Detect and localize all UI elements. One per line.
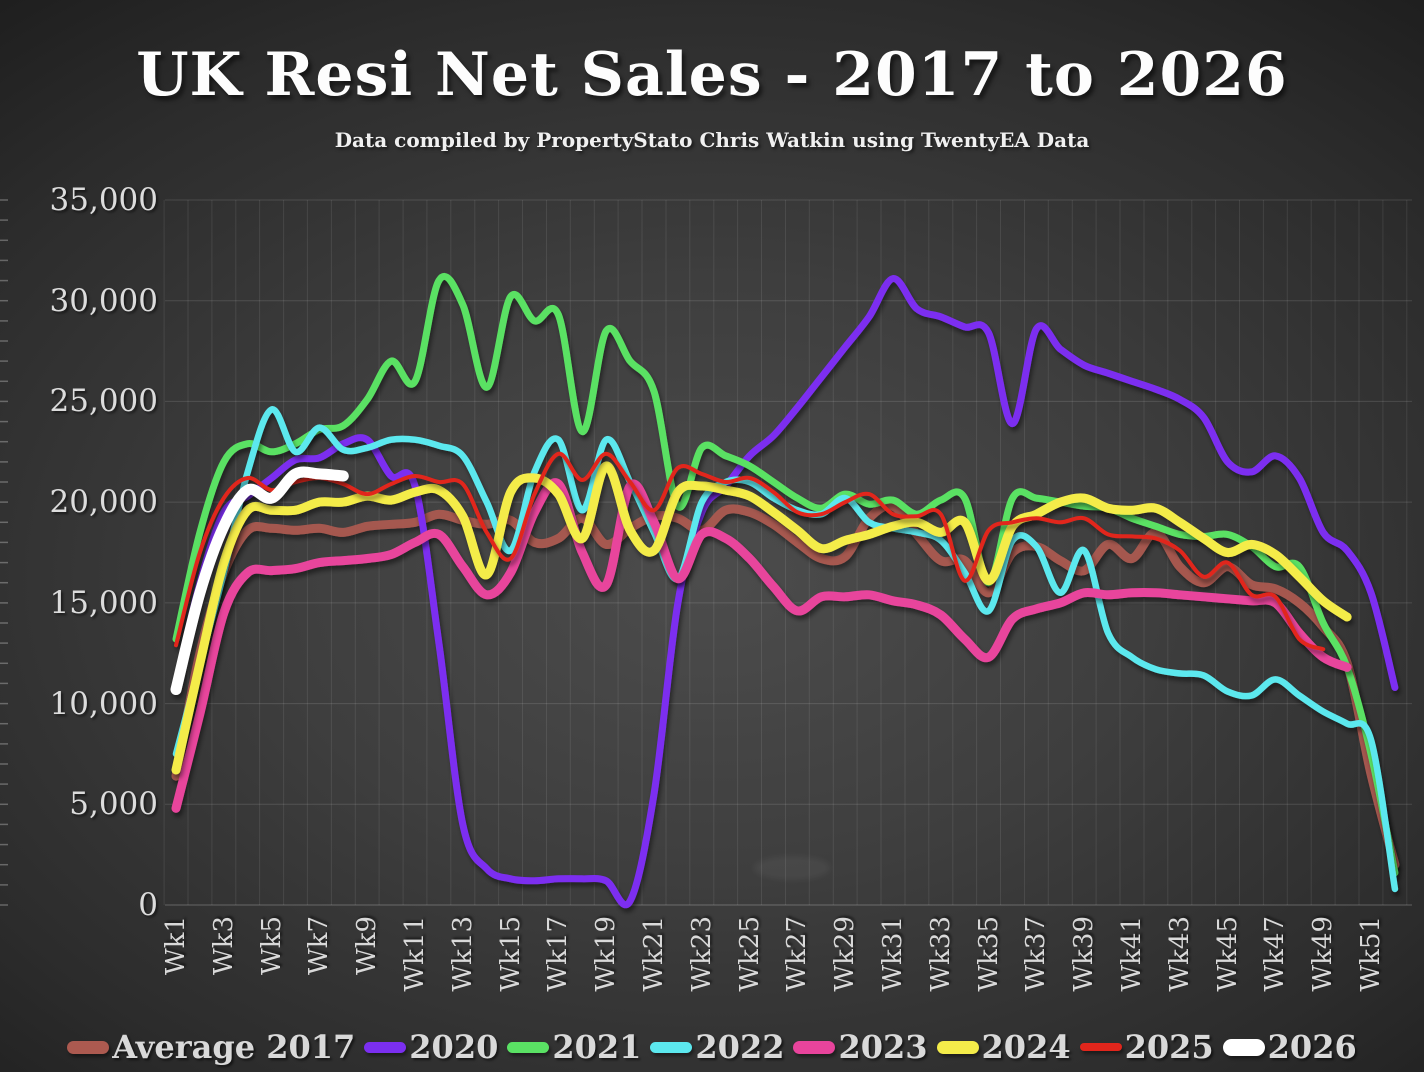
x-tick-label: Wk33 [925, 916, 956, 1036]
y-tick-label: 30,000 [49, 282, 158, 319]
x-tick-label-text: Wk41 [1117, 916, 1147, 992]
legend-item-2022: 2022 [650, 1028, 784, 1066]
y-tick-label: 10,000 [49, 685, 158, 722]
legend-item-average-2017: Average 2017 [67, 1028, 355, 1066]
series-line-2020 [172, 275, 1399, 908]
x-tick-label-text: Wk9 [352, 916, 383, 976]
x-tick-label: Wk35 [973, 916, 1004, 1036]
legend-item-2021: 2021 [507, 1028, 641, 1066]
x-tick-label: Wk25 [734, 916, 765, 1036]
legend-item-2023: 2023 [793, 1028, 928, 1066]
x-tick-label-text: Wk13 [447, 916, 478, 992]
legend-label-2021: 2021 [552, 1028, 642, 1066]
x-tick-label-text: Wk51 [1356, 916, 1386, 992]
x-tick-label-text: Wk3 [208, 916, 239, 976]
x-tick-label: Wk51 [1356, 916, 1386, 1036]
x-tick-label-text: Wk39 [1069, 916, 1100, 992]
x-tick-label: Wk31 [878, 916, 908, 1036]
y-tick-label: 35,000 [49, 182, 158, 218]
x-tick-label-text: Wk49 [1308, 916, 1339, 992]
x-tick-label: Wk17 [543, 916, 574, 1036]
legend-swatch-2023 [793, 1040, 836, 1054]
legend-label-2020: 2020 [409, 1028, 499, 1066]
x-tick-label: Wk45 [1212, 916, 1243, 1036]
x-tick-label-text: Wk11 [400, 916, 430, 992]
x-tick-label: Wk29 [830, 916, 861, 1036]
x-tick-label: Wk13 [447, 916, 478, 1036]
legend-label-2022: 2022 [695, 1028, 785, 1066]
legend-label-2025: 2025 [1124, 1028, 1214, 1066]
x-tick-label-text: Wk25 [734, 916, 765, 992]
x-tick-label-text: Wk5 [256, 916, 287, 976]
x-tick-label-text: Wk37 [1021, 916, 1052, 992]
legend-swatch-2020 [364, 1041, 407, 1053]
x-tick-label-text: Wk45 [1212, 916, 1243, 992]
legend-item-2020: 2020 [364, 1028, 498, 1066]
legend-swatch-2024 [936, 1040, 979, 1054]
x-tick-label: Wk47 [1260, 916, 1291, 1036]
x-tick-label: Wk49 [1308, 916, 1339, 1036]
legend-swatch-average-2017 [67, 1040, 110, 1054]
x-tick-label: Wk37 [1021, 916, 1052, 1036]
x-tick-label-text: Wk19 [591, 916, 622, 992]
legend-swatch-2021 [507, 1041, 550, 1053]
x-tick-label: Wk23 [686, 916, 717, 1036]
x-tick-label-text: Wk23 [686, 916, 717, 992]
y-tick-label: 0 [138, 887, 158, 923]
x-tick-label: Wk39 [1069, 916, 1100, 1036]
series-line-2022 [172, 406, 1399, 893]
legend-label-2026: 2026 [1267, 1028, 1357, 1066]
x-tick-label-text: Wk21 [639, 916, 669, 992]
grid [0, 199, 1412, 906]
series-line-2026 [170, 466, 349, 695]
chart-title: UK Resi Net Sales - 2017 to 2026 [136, 40, 1288, 110]
legend-swatch-2026 [1222, 1038, 1265, 1056]
x-tick-label-text: Wk7 [304, 916, 335, 976]
x-tick-label: Wk11 [400, 916, 430, 1036]
series-line-2025 [174, 451, 1326, 652]
x-tick-label: Wk43 [1164, 916, 1195, 1036]
x-tick-label-text: Wk47 [1260, 916, 1291, 992]
legend-label-average-2017: Average 2017 [112, 1028, 356, 1066]
y-tick-label: 25,000 [49, 383, 158, 420]
legend-item-2024: 2024 [936, 1028, 1071, 1066]
x-tick-label-text: Wk27 [782, 916, 813, 992]
x-tick-label-text: Wk29 [830, 916, 861, 992]
series-line-2023 [171, 478, 1352, 813]
x-tick-label-text: Wk35 [973, 916, 1004, 992]
x-tick-label: Wk5 [256, 916, 287, 1036]
y-tick-label: 15,000 [49, 584, 158, 621]
legend-swatch-2022 [650, 1041, 693, 1053]
legend: Average 2017 2020 2021 2022 2023 2024 2025 2026 [0, 1022, 1424, 1072]
x-tick-label-text: Wk1 [161, 916, 191, 976]
x-tick-label: Wk9 [352, 916, 383, 1036]
legend-item-2025: 2025 [1079, 1028, 1214, 1066]
chart-subtitle: Data compiled by PropertyStato Chris Wat… [334, 128, 1090, 152]
x-tick-label: Wk7 [304, 916, 335, 1036]
x-tick-label: Wk27 [782, 916, 813, 1036]
y-tick-label: 20,000 [49, 484, 158, 521]
legend-label-2024: 2024 [981, 1028, 1071, 1066]
x-tick-label-text: Wk33 [925, 916, 956, 992]
x-tick-label: Wk21 [639, 916, 669, 1036]
legend-label-2023: 2023 [838, 1028, 928, 1066]
x-tick-label-text: Wk31 [878, 916, 908, 992]
x-tick-label: Wk15 [495, 916, 526, 1036]
x-tick-label-text: Wk17 [543, 916, 574, 992]
x-tick-label-text: Wk43 [1164, 916, 1195, 992]
legend-item-2026: 2026 [1222, 1028, 1357, 1066]
x-tick-label: Wk19 [591, 916, 622, 1036]
x-tick-label: Wk41 [1117, 916, 1147, 1036]
series-group [170, 272, 1400, 908]
x-tick-label: Wk3 [208, 916, 239, 1036]
series-line-average-2017 [171, 501, 1400, 870]
y-tick-label: 5,000 [69, 786, 158, 823]
series-line-2024 [171, 461, 1352, 775]
x-tick-label: Wk1 [161, 916, 191, 1036]
watermark-smudge [754, 856, 830, 880]
legend-swatch-2025 [1079, 1043, 1122, 1051]
x-tick-label-text: Wk15 [495, 916, 526, 992]
